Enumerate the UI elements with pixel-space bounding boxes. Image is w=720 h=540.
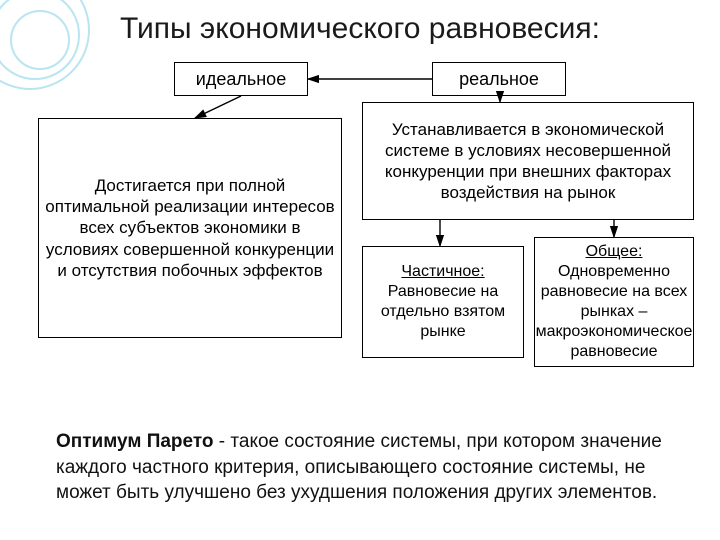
node-ideal-description: Достигается при полной оптимальной реали… bbox=[38, 118, 342, 338]
node-general: Общее: Одновременно равновесие на всех р… bbox=[534, 237, 694, 367]
node-text: Частичное: Равновесие на отдельно взятом… bbox=[369, 262, 517, 342]
node-text: Общее: Одновременно равновесие на всех р… bbox=[536, 242, 693, 362]
node-body: Равновесие на отдельно взятом рынке bbox=[381, 283, 505, 340]
footer-bold: Оптимум Парето bbox=[56, 431, 214, 452]
node-label: реальное bbox=[459, 68, 539, 91]
node-label: идеальное bbox=[196, 68, 286, 91]
page-title: Типы экономического равновесия: bbox=[0, 12, 720, 46]
node-text: Устанавливается в экономической системе … bbox=[369, 119, 687, 204]
node-subtitle: Общее: bbox=[586, 243, 643, 260]
node-body: Одновременно равновесие на всех рынках –… bbox=[536, 263, 693, 360]
node-ideal: идеальное bbox=[174, 62, 308, 96]
node-text: Достигается при полной оптимальной реали… bbox=[45, 175, 335, 281]
node-real: реальное bbox=[432, 62, 566, 96]
node-partial: Частичное: Равновесие на отдельно взятом… bbox=[362, 246, 524, 358]
node-real-description: Устанавливается в экономической системе … bbox=[362, 102, 694, 220]
footer-paragraph: Оптимум Парето - такое состояние системы… bbox=[56, 429, 680, 506]
node-subtitle: Частичное: bbox=[401, 263, 484, 280]
